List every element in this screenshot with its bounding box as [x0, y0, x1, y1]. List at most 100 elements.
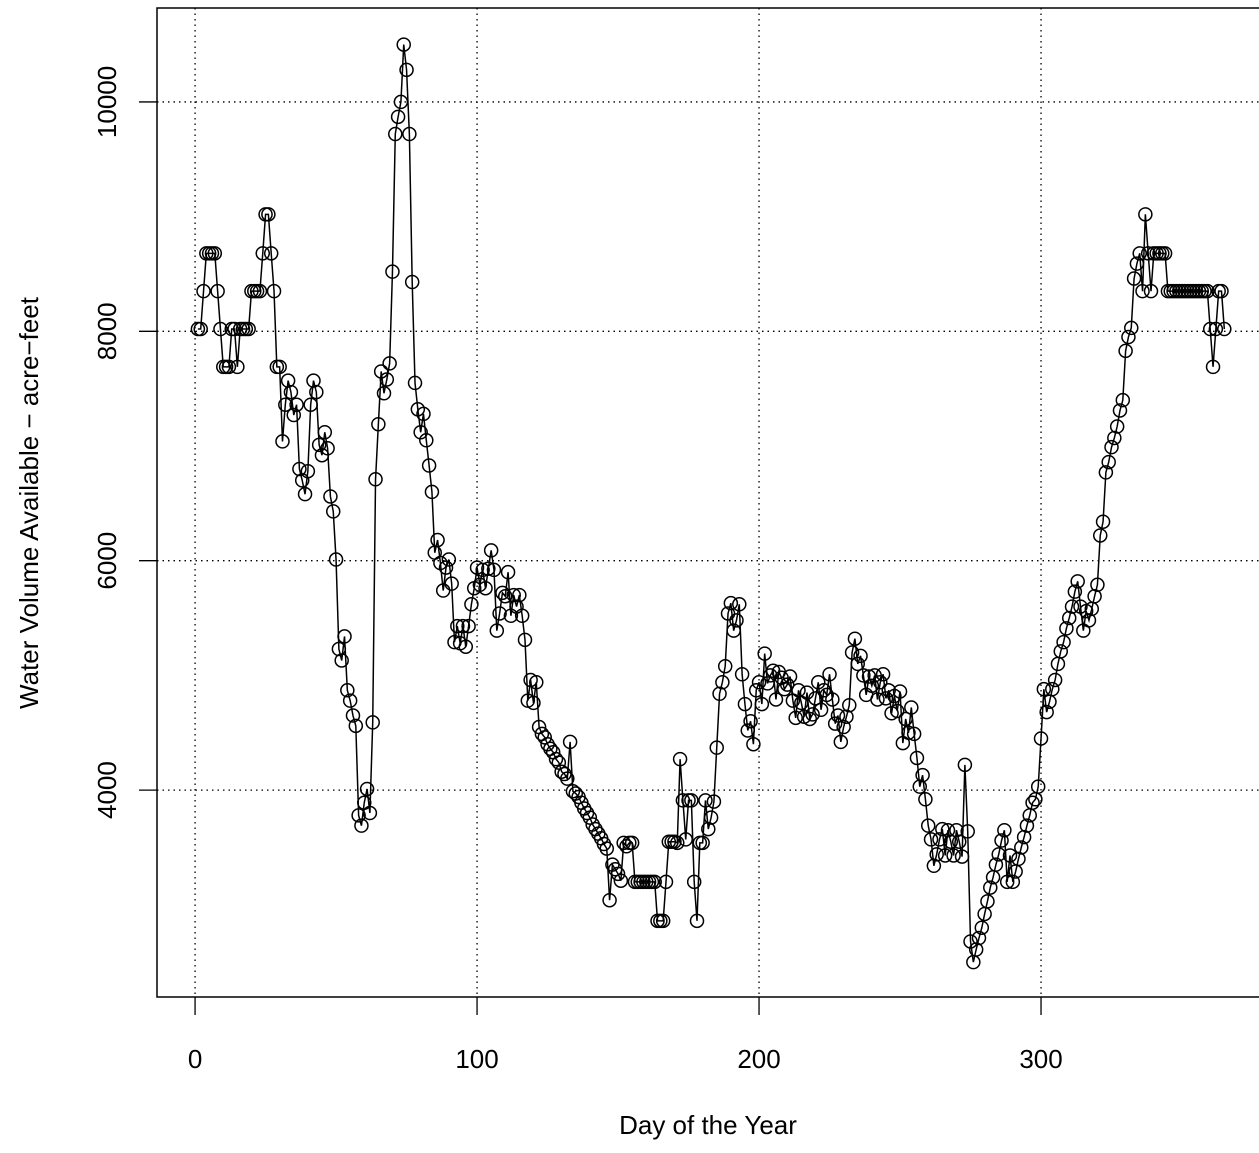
data-point	[833, 734, 849, 750]
data-point	[709, 740, 724, 755]
data-point	[230, 359, 245, 375]
data-point	[1039, 704, 1054, 720]
data-point	[923, 832, 939, 847]
data-point	[830, 708, 846, 723]
data-point	[286, 407, 302, 423]
data-point	[320, 441, 335, 456]
data-point	[701, 821, 716, 837]
data-point	[498, 589, 513, 604]
data-point	[940, 822, 956, 838]
data-point	[1109, 419, 1125, 434]
data-point	[261, 207, 276, 222]
data-point	[827, 716, 843, 731]
data-point	[599, 841, 615, 856]
data-point	[1101, 454, 1116, 470]
data-point	[983, 880, 998, 895]
data-point	[729, 613, 744, 628]
data-point	[695, 835, 710, 851]
data-point	[901, 725, 916, 740]
data-point	[1067, 584, 1083, 599]
data-point	[478, 580, 493, 596]
data-point	[354, 818, 369, 833]
data-point	[1200, 283, 1215, 299]
data-point	[382, 356, 397, 371]
data-point	[889, 703, 905, 719]
data-point	[951, 834, 967, 849]
data-point	[1129, 256, 1145, 271]
data-point	[698, 793, 713, 808]
data-point	[873, 675, 888, 690]
data-point	[1140, 246, 1156, 261]
data-point	[278, 397, 293, 412]
data-point	[399, 62, 414, 78]
data-point	[974, 920, 990, 935]
data-point	[283, 384, 299, 400]
data-point	[757, 646, 772, 661]
data-point	[971, 930, 987, 946]
data-point	[960, 824, 975, 839]
data-point	[813, 702, 829, 718]
data-point	[672, 751, 688, 767]
data-point	[1036, 681, 1052, 697]
data-point	[1138, 207, 1153, 222]
data-point	[537, 730, 552, 745]
data-point	[751, 675, 767, 690]
data-point	[836, 719, 851, 735]
data-point	[658, 874, 674, 890]
data-point	[402, 126, 417, 142]
data-point	[455, 618, 471, 634]
data-point	[737, 696, 753, 712]
x-tick-label: 100	[455, 1044, 498, 1074]
data-point	[746, 736, 761, 752]
data-point	[1002, 848, 1018, 863]
data-point	[743, 714, 758, 729]
y-tick-label: 6000	[92, 532, 122, 590]
data-point	[1005, 874, 1021, 890]
data-point	[1019, 818, 1035, 833]
data-point	[348, 718, 364, 734]
data-point	[345, 708, 361, 723]
data-point	[506, 587, 521, 603]
data-point	[317, 425, 333, 440]
data-point	[717, 658, 733, 674]
data-point	[289, 397, 304, 412]
data-point	[892, 684, 908, 699]
data-point	[1135, 283, 1150, 299]
data-point	[909, 750, 925, 766]
data-point	[915, 767, 930, 783]
data-point	[340, 683, 355, 698]
data-point	[1124, 320, 1139, 336]
data-point	[670, 835, 685, 851]
data-point	[416, 406, 431, 422]
data-point	[1025, 795, 1040, 810]
data-point	[689, 913, 705, 929]
data-point	[929, 847, 944, 862]
data-point	[1132, 246, 1147, 261]
data-point	[788, 710, 803, 726]
data-point	[438, 560, 454, 575]
data-point	[723, 595, 739, 611]
data-point	[388, 126, 403, 142]
data-point	[1095, 514, 1111, 529]
data-point	[562, 734, 578, 750]
data-point	[210, 283, 225, 299]
data-point	[486, 562, 502, 578]
data-point	[906, 726, 922, 742]
data-point	[805, 707, 820, 722]
data-point	[904, 700, 919, 715]
data-point	[610, 866, 626, 882]
data-point	[407, 375, 423, 391]
data-point	[1053, 644, 1069, 659]
data-point	[937, 848, 953, 863]
data-point	[1045, 681, 1060, 697]
y-axis-label: Water Volume Available − acre−feet	[14, 296, 44, 709]
data-point	[424, 484, 440, 500]
y-tick-label: 8000	[92, 302, 122, 360]
data-point	[196, 283, 211, 299]
data-point	[331, 641, 347, 657]
data-point	[393, 94, 409, 110]
data-point	[1112, 403, 1128, 418]
data-point	[842, 697, 857, 713]
data-point	[359, 781, 375, 797]
